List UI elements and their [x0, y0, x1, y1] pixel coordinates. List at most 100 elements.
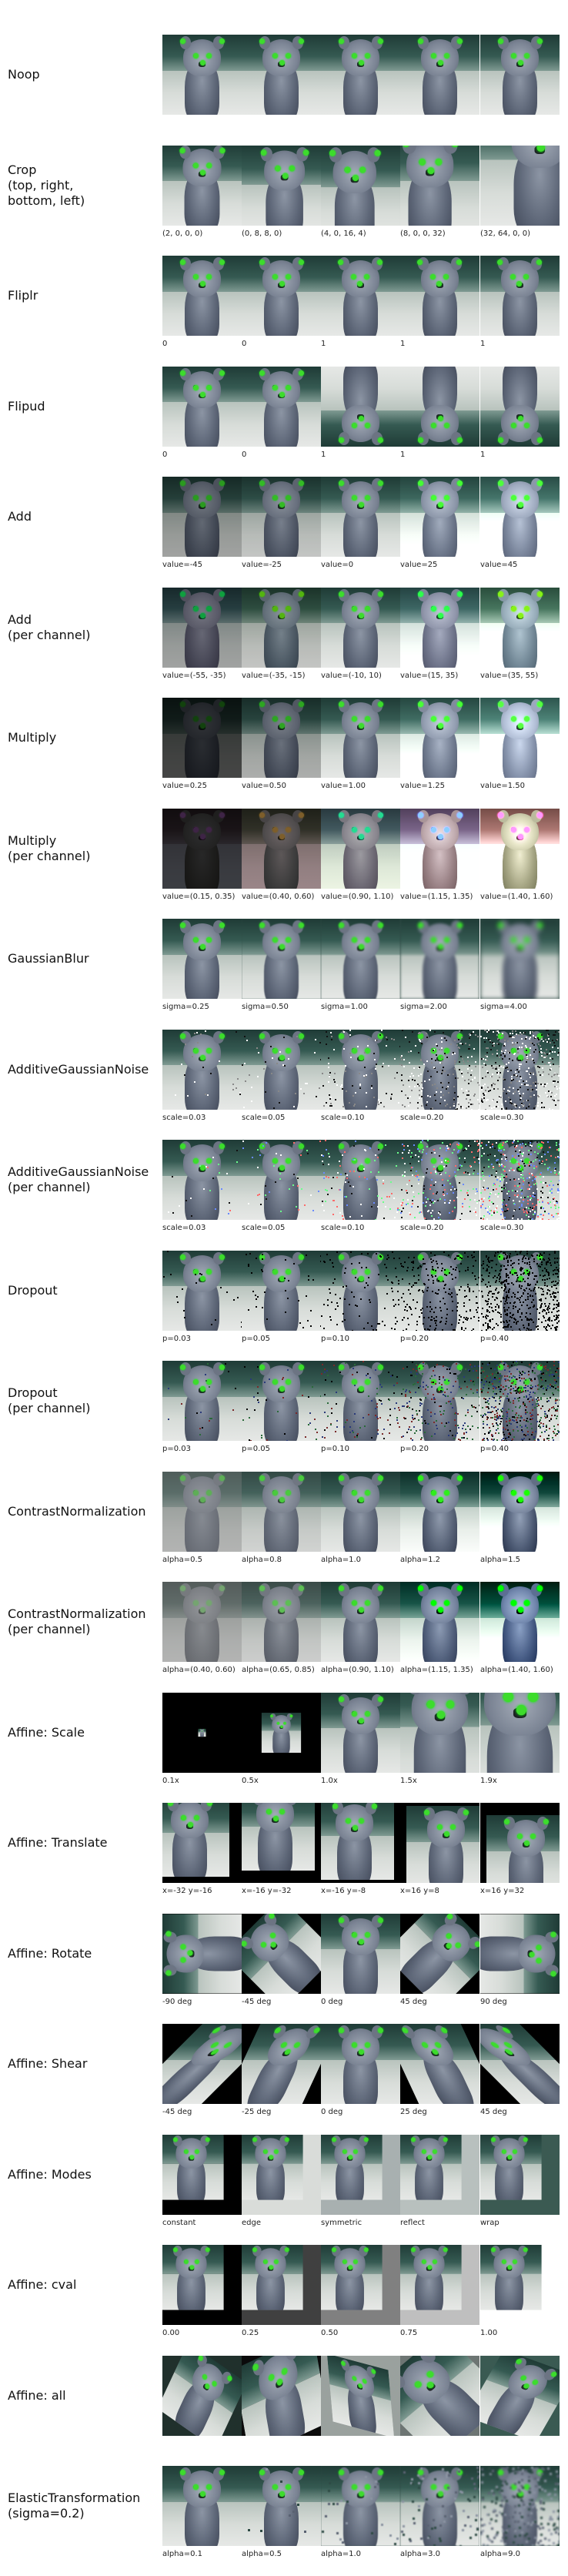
- noise-pixel: [474, 1161, 476, 1163]
- thumbnail-caption: alpha=0.1: [162, 2550, 242, 2559]
- noise-pixel: [340, 2500, 342, 2502]
- noise-pixel: [411, 1421, 413, 1422]
- noise-pixel: [550, 2533, 553, 2535]
- keypoint-marker-icon: [329, 150, 336, 156]
- noise-pixel: [513, 2541, 515, 2544]
- noise-pixel: [541, 1261, 543, 1263]
- noise-pixel: [559, 1265, 560, 1266]
- noise-pixel: [473, 1157, 475, 1158]
- noise-pixel: [481, 1330, 483, 1331]
- noise-pixel: [513, 1314, 514, 1315]
- noise-pixel: [529, 1364, 530, 1365]
- keypoint-marker-icon: [286, 1048, 291, 1054]
- noise-pixel: [500, 1270, 501, 1271]
- noise-pixel: [508, 2525, 510, 2527]
- noise-pixel: [431, 1215, 433, 1217]
- affine-canvas: [162, 2135, 242, 2215]
- quokka-image: [321, 1803, 394, 1880]
- keypoint-marker-icon: [359, 1818, 364, 1824]
- noise-pixel: [271, 1073, 272, 1074]
- noise-pixel: [548, 1038, 550, 1040]
- noise-pixel: [403, 1145, 405, 1147]
- noise-pixel: [497, 1038, 499, 1040]
- noise-pixel: [455, 1381, 456, 1382]
- quokka-image: [480, 1472, 560, 1552]
- noise-pixel: [476, 1389, 478, 1391]
- noise-pixel: [520, 1268, 522, 1269]
- noise-pixel: [535, 1293, 536, 1295]
- augmented-thumbnail: [480, 2245, 560, 2325]
- keypoint-marker-icon: [524, 1841, 530, 1846]
- noise-pixel: [406, 1328, 407, 1330]
- noise-pixel: [529, 1285, 530, 1286]
- noise-pixel: [513, 1178, 515, 1180]
- thumbnail-caption: value=(15, 35): [400, 672, 479, 681]
- noise-pixel: [423, 1283, 425, 1285]
- noise-pixel: [549, 1053, 550, 1054]
- keypoint-marker-icon: [285, 2137, 289, 2142]
- noise-pixel: [486, 1419, 488, 1420]
- augmenter-label: AdditiveGaussianNoise: [8, 1030, 162, 1110]
- noise-pixel: [543, 1252, 545, 1254]
- noise-pixel: [543, 1294, 544, 1295]
- thumbnail-caption: sigma=4.00: [480, 1003, 560, 1012]
- thumbnail-caption: 0.00: [162, 2329, 242, 2338]
- noise-pixel: [374, 2486, 376, 2488]
- noise-pixel: [496, 1050, 498, 1051]
- noise-pixel: [430, 1412, 432, 1413]
- noise-pixel: [440, 1390, 442, 1392]
- noise-pixel: [533, 1107, 535, 1109]
- quokka-image: [480, 1361, 560, 1441]
- noise-pixel: [486, 1268, 488, 1270]
- noise-pixel: [389, 2534, 392, 2537]
- noise-pixel: [345, 1181, 346, 1183]
- noise-pixel: [239, 1094, 241, 1095]
- noise-pixel: [459, 1271, 460, 1272]
- noise-pixel: [435, 1270, 436, 1271]
- noise-pixel: [308, 1279, 309, 1281]
- noise-pixel: [542, 1067, 543, 1069]
- noise-pixel: [538, 2472, 540, 2474]
- keypoint-marker-icon: [365, 606, 370, 611]
- noise-pixel: [330, 1103, 332, 1104]
- noise-pixel: [329, 1072, 331, 1074]
- noise-pixel: [558, 1214, 560, 1216]
- keypoint-marker-icon: [502, 2149, 506, 2154]
- noise-pixel: [493, 1088, 495, 1090]
- noise-pixel: [381, 1386, 383, 1388]
- noise-pixel: [306, 1083, 308, 1084]
- noise-pixel: [483, 1201, 484, 1202]
- noise-pixel: [532, 1404, 533, 1405]
- noise-pixel: [503, 1199, 505, 1201]
- noise-pixel: [368, 1277, 369, 1278]
- noise-pixel: [522, 1143, 523, 1144]
- noise-pixel: [505, 1254, 506, 1255]
- noise-pixel: [401, 1080, 403, 1081]
- noise-pixel: [391, 1193, 393, 1194]
- noise-pixel: [473, 2496, 476, 2498]
- noise-pixel: [548, 1275, 550, 1276]
- noise-pixel: [357, 1433, 359, 1435]
- noise-pixel: [393, 1039, 395, 1040]
- noise-pixel: [540, 1074, 541, 1076]
- noise-pixel: [472, 1272, 473, 1274]
- noise-pixel: [540, 1426, 541, 1428]
- noise-pixel: [176, 1296, 178, 1298]
- quokka-image: [400, 1582, 479, 1662]
- noise-pixel: [512, 1030, 513, 1032]
- noise-pixel: [540, 1300, 542, 1301]
- noise-pixel: [498, 1432, 500, 1434]
- quokka-image: [400, 2245, 462, 2310]
- noise-pixel: [555, 1168, 556, 1170]
- noise-pixel: [330, 1319, 332, 1321]
- noise-pixel: [466, 1107, 467, 1109]
- noise-pixel: [328, 1067, 329, 1068]
- noise-pixel: [466, 1295, 467, 1297]
- noise-pixel: [442, 1087, 443, 1088]
- noise-pixel: [456, 1432, 458, 1434]
- noise-pixel: [435, 1181, 436, 1183]
- noise-pixel: [519, 1080, 520, 1082]
- noise-pixel: [454, 1207, 456, 1208]
- noise-pixel: [429, 1079, 430, 1080]
